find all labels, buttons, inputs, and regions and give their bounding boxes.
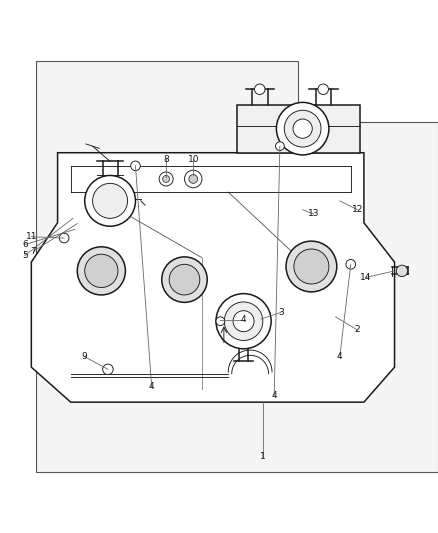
Circle shape [224, 302, 262, 341]
Text: 2: 2 [354, 326, 359, 334]
Circle shape [396, 265, 407, 277]
Circle shape [85, 254, 118, 287]
Circle shape [276, 102, 328, 155]
Text: 9: 9 [81, 352, 87, 361]
Circle shape [345, 260, 355, 269]
Circle shape [254, 84, 265, 94]
Circle shape [215, 317, 224, 326]
Circle shape [286, 241, 336, 292]
Text: 12: 12 [351, 205, 362, 214]
Text: 13: 13 [307, 209, 318, 219]
Circle shape [131, 161, 140, 171]
Text: 5: 5 [22, 251, 28, 260]
Circle shape [215, 294, 271, 349]
Text: 4: 4 [240, 316, 246, 325]
Circle shape [292, 119, 311, 138]
Text: 6: 6 [22, 240, 28, 249]
Circle shape [188, 175, 197, 183]
Circle shape [102, 364, 113, 375]
Circle shape [184, 170, 201, 188]
Text: 4: 4 [336, 352, 342, 361]
Circle shape [169, 264, 199, 295]
Circle shape [293, 249, 328, 284]
Circle shape [85, 175, 135, 226]
Circle shape [77, 247, 125, 295]
Polygon shape [31, 153, 394, 402]
Text: 8: 8 [163, 155, 169, 164]
Text: 11: 11 [25, 232, 37, 241]
Circle shape [161, 257, 207, 302]
Circle shape [92, 183, 127, 219]
Circle shape [284, 110, 320, 147]
Text: 4: 4 [148, 382, 154, 391]
Text: 1: 1 [260, 453, 265, 462]
Text: 4: 4 [271, 391, 276, 400]
Text: 3: 3 [277, 308, 283, 317]
Text: 10: 10 [187, 155, 198, 164]
Circle shape [233, 311, 254, 332]
Circle shape [275, 142, 284, 150]
Text: 7: 7 [31, 247, 36, 256]
Polygon shape [35, 61, 437, 472]
Circle shape [59, 233, 69, 243]
Text: 14: 14 [360, 273, 371, 282]
Polygon shape [237, 104, 359, 153]
Circle shape [162, 175, 169, 182]
Circle shape [317, 84, 328, 94]
Circle shape [159, 172, 173, 186]
